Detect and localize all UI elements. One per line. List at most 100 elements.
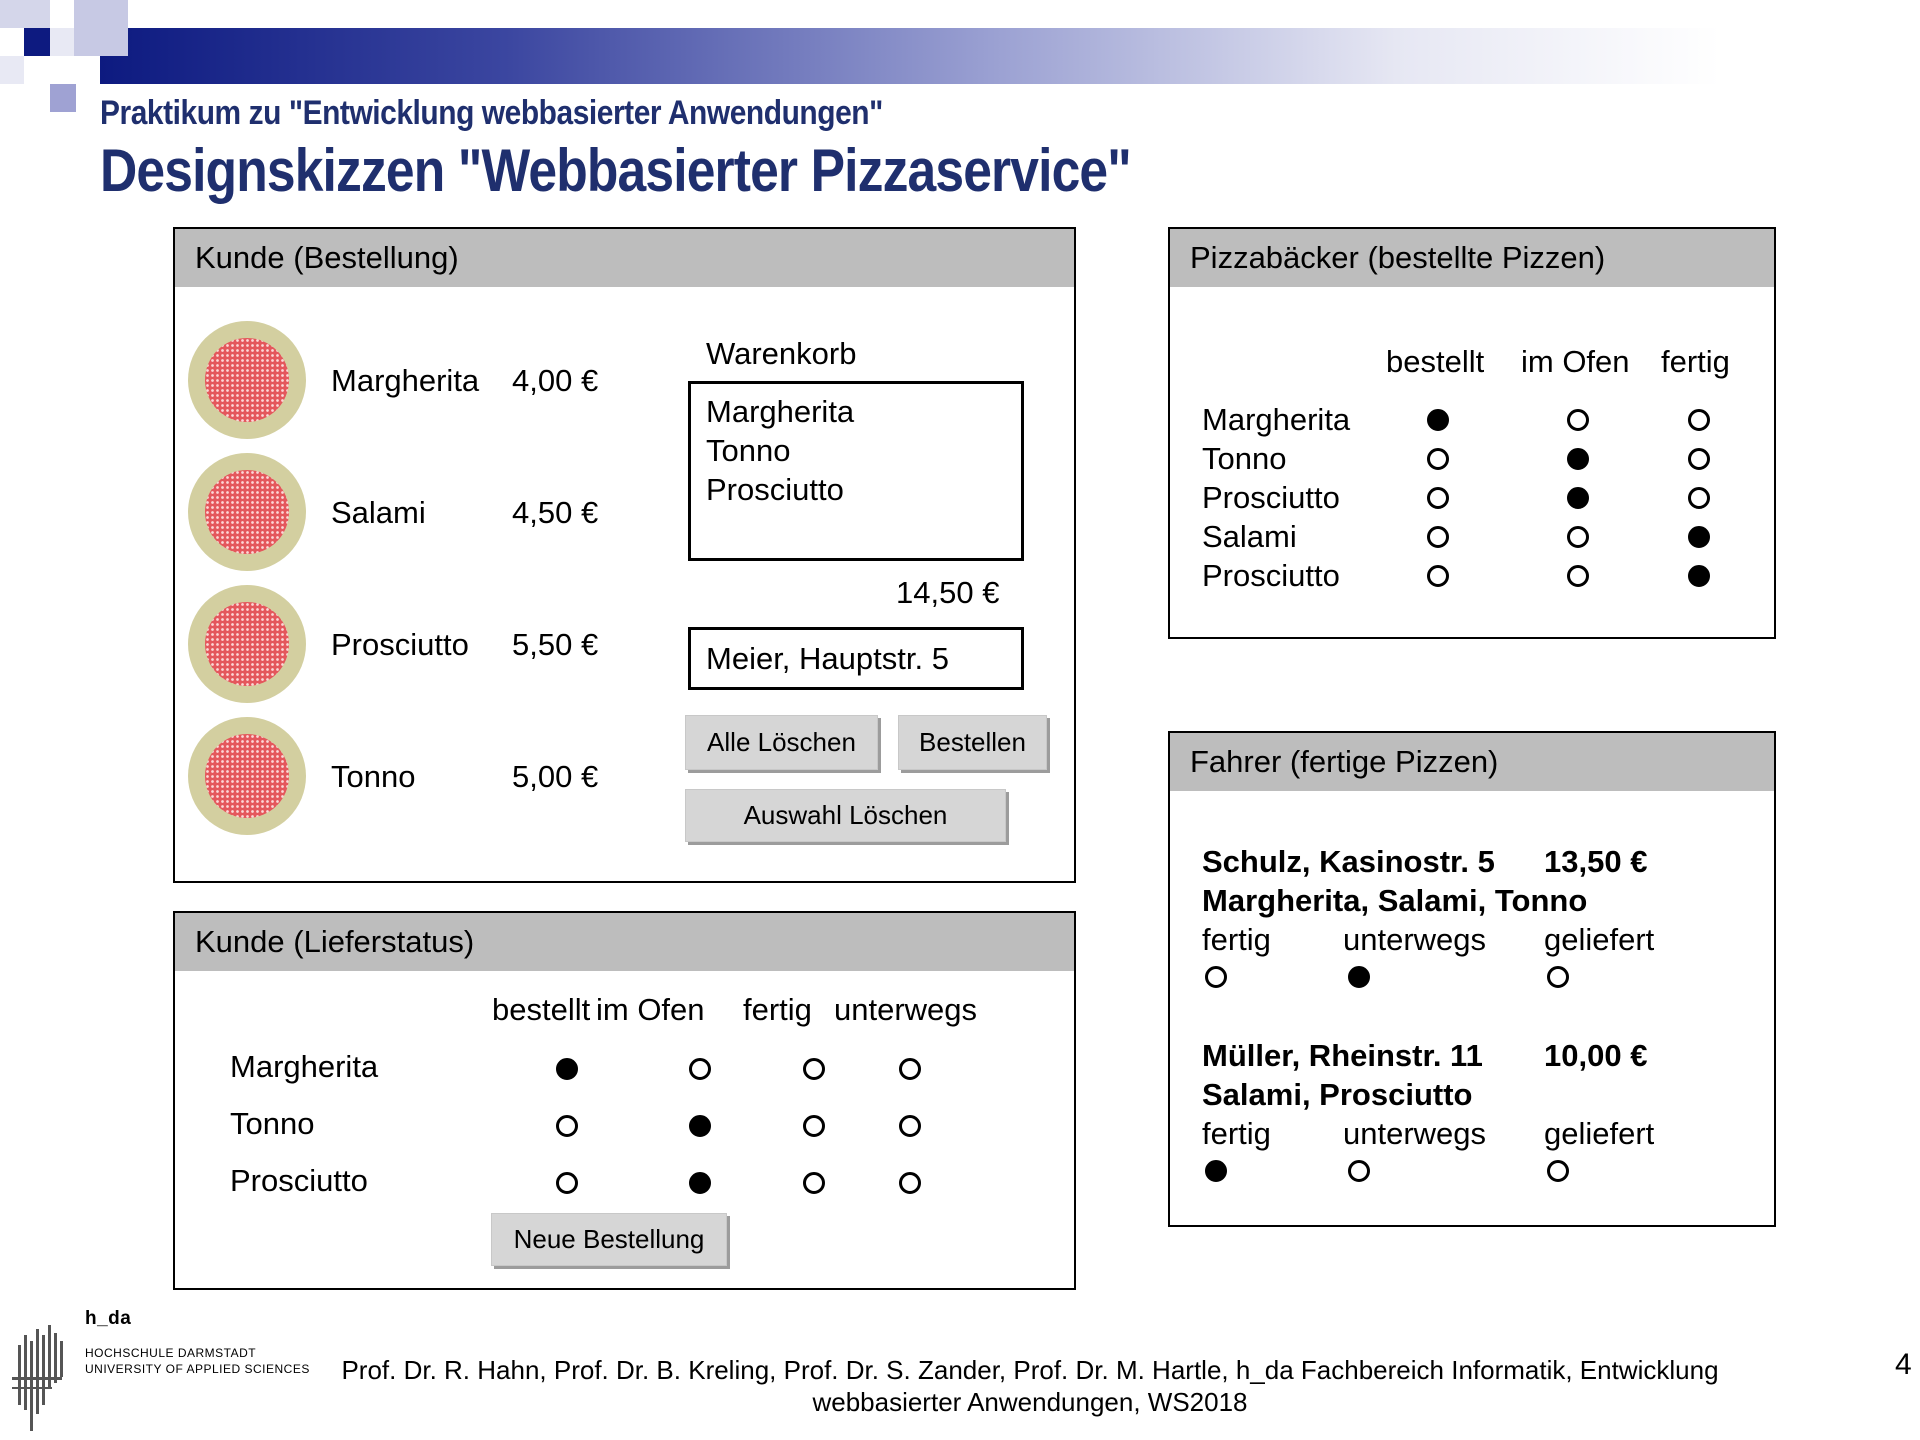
menu-item-price: 5,50 € xyxy=(512,627,599,662)
footer: Prof. Dr. R. Hahn, Prof. Dr. B. Kreling,… xyxy=(300,1354,1760,1418)
baker-row-name: Salami xyxy=(1202,519,1297,554)
baker-radio[interactable] xyxy=(1427,448,1449,470)
baker-radio[interactable] xyxy=(1688,409,1710,431)
menu-item-price: 4,00 € xyxy=(512,363,599,398)
driver-panel-heading: Fahrer (fertige Pizzen) xyxy=(1170,733,1774,791)
cart-listbox[interactable]: Margherita Tonno Prosciutto xyxy=(688,381,1024,561)
status-row-name: Margherita xyxy=(230,1049,379,1084)
logo-line2: UNIVERSITY OF APPLIED SCIENCES xyxy=(85,1362,310,1376)
delivery-amount: 10,00 € xyxy=(1544,1038,1648,1073)
status-indicator xyxy=(556,1115,578,1137)
status-indicator xyxy=(803,1115,825,1137)
baker-radio[interactable] xyxy=(1427,565,1449,587)
page-number: 4 xyxy=(1895,1348,1912,1381)
baker-radio-checked[interactable] xyxy=(1567,448,1589,470)
slide-title: Designskizzen "Webbasierter Pizzaservice… xyxy=(100,137,1132,204)
baker-row-name: Margherita xyxy=(1202,402,1351,437)
address-field[interactable]: Meier, Hauptstr. 5 xyxy=(688,627,1024,690)
status-indicator-active xyxy=(689,1115,711,1137)
status-indicator-active xyxy=(689,1172,711,1194)
logo-line1: HOCHSCHULE DARMSTADT xyxy=(85,1346,257,1360)
baker-radio-checked[interactable] xyxy=(1688,565,1710,587)
delivery-state-label: fertig xyxy=(1202,922,1271,957)
baker-column-header: bestellt xyxy=(1386,344,1485,379)
menu-item-name[interactable]: Salami xyxy=(331,495,426,530)
status-row-name: Tonno xyxy=(230,1106,315,1141)
header-decoration xyxy=(0,0,128,112)
delivery-amount: 13,50 € xyxy=(1544,844,1648,879)
status-row-name: Prosciutto xyxy=(230,1163,368,1198)
baker-radio[interactable] xyxy=(1688,448,1710,470)
delivery-state-label: geliefert xyxy=(1544,922,1655,957)
status-indicator-active xyxy=(556,1058,578,1080)
cart-item[interactable]: Tonno xyxy=(706,433,791,468)
baker-row-name: Prosciutto xyxy=(1202,480,1340,515)
logo-mark-icon xyxy=(12,1325,63,1431)
order-panel-heading: Kunde (Bestellung) xyxy=(175,229,1074,287)
cart-item[interactable]: Margherita xyxy=(706,394,855,429)
status-column-header: unterwegs xyxy=(834,992,978,1027)
footer-line1: Prof. Dr. R. Hahn, Prof. Dr. B. Kreling,… xyxy=(341,1355,1719,1385)
cart-label: Warenkorb xyxy=(706,336,857,371)
baker-panel: Pizzabäcker (bestellte Pizzen) xyxy=(1168,227,1776,639)
baker-radio[interactable] xyxy=(1567,565,1589,587)
status-indicator xyxy=(689,1058,711,1080)
delivery-radio[interactable] xyxy=(1348,1160,1370,1182)
delivery-status-heading: Kunde (Lieferstatus) xyxy=(175,913,1074,971)
menu-item-name[interactable]: Margherita xyxy=(331,363,480,398)
menu-item-name[interactable]: Tonno xyxy=(331,759,416,794)
new-order-button[interactable]: Neue Bestellung xyxy=(491,1213,727,1266)
university-logo: h_da HOCHSCHULE DARMSTADT UNIVERSITY OF … xyxy=(10,1305,309,1435)
logo-brand: h_da xyxy=(85,1308,132,1329)
delivery-radio-checked[interactable] xyxy=(1348,966,1370,988)
address-value: Meier, Hauptstr. 5 xyxy=(706,641,949,676)
clear-selection-button[interactable]: Auswahl Löschen xyxy=(685,789,1006,842)
baker-radio[interactable] xyxy=(1427,526,1449,548)
driver-panel: Fahrer (fertige Pizzen) xyxy=(1168,731,1776,1227)
baker-radio[interactable] xyxy=(1427,487,1449,509)
delivery-radio[interactable] xyxy=(1205,966,1227,988)
order-button[interactable]: Bestellen xyxy=(898,715,1047,770)
status-indicator xyxy=(803,1058,825,1080)
delivery-radio[interactable] xyxy=(1547,1160,1569,1182)
status-indicator xyxy=(556,1172,578,1194)
baker-radio-checked[interactable] xyxy=(1567,487,1589,509)
delivery-radio[interactable] xyxy=(1547,966,1569,988)
status-column-header: im Ofen xyxy=(596,992,705,1027)
status-indicator xyxy=(899,1172,921,1194)
delivery-state-label: fertig xyxy=(1202,1116,1271,1151)
status-column-header: bestellt xyxy=(492,992,591,1027)
baker-radio[interactable] xyxy=(1688,487,1710,509)
delivery-address: Müller, Rheinstr. 11 xyxy=(1202,1038,1483,1073)
delivery-radio-checked[interactable] xyxy=(1205,1160,1227,1182)
baker-column-header: fertig xyxy=(1661,344,1730,379)
baker-row-name: Tonno xyxy=(1202,441,1287,476)
status-indicator xyxy=(803,1172,825,1194)
delivery-state-label: unterwegs xyxy=(1343,1116,1487,1151)
delivery-state-label: unterwegs xyxy=(1343,922,1487,957)
delivery-state-label: geliefert xyxy=(1544,1116,1655,1151)
clear-all-button[interactable]: Alle Löschen xyxy=(685,715,878,770)
baker-panel-heading: Pizzabäcker (bestellte Pizzen) xyxy=(1170,229,1774,287)
status-column-header: fertig xyxy=(743,992,812,1027)
cart-total: 14,50 € xyxy=(896,575,1000,610)
baker-radio[interactable] xyxy=(1567,526,1589,548)
pizza-image[interactable] xyxy=(188,585,306,703)
header-gradient-band xyxy=(100,28,1720,84)
delivery-address: Schulz, Kasinostr. 5 xyxy=(1202,844,1495,879)
menu-item-price: 5,00 € xyxy=(512,759,599,794)
baker-column-header: im Ofen xyxy=(1521,344,1630,379)
delivery-pizzas: Salami, Prosciutto xyxy=(1202,1077,1473,1112)
pizza-image[interactable] xyxy=(188,453,306,571)
footer-line2: webbasierter Anwendungen, WS2018 xyxy=(812,1387,1248,1417)
pizza-image[interactable] xyxy=(188,321,306,439)
baker-radio-checked[interactable] xyxy=(1688,526,1710,548)
baker-radio[interactable] xyxy=(1567,409,1589,431)
cart-item[interactable]: Prosciutto xyxy=(706,472,844,507)
slide-subtitle: Praktikum zu "Entwicklung webbasierter A… xyxy=(100,94,883,132)
baker-radio-checked[interactable] xyxy=(1427,409,1449,431)
pizza-image[interactable] xyxy=(188,717,306,835)
status-indicator xyxy=(899,1058,921,1080)
menu-item-name[interactable]: Prosciutto xyxy=(331,627,469,662)
status-indicator xyxy=(899,1115,921,1137)
